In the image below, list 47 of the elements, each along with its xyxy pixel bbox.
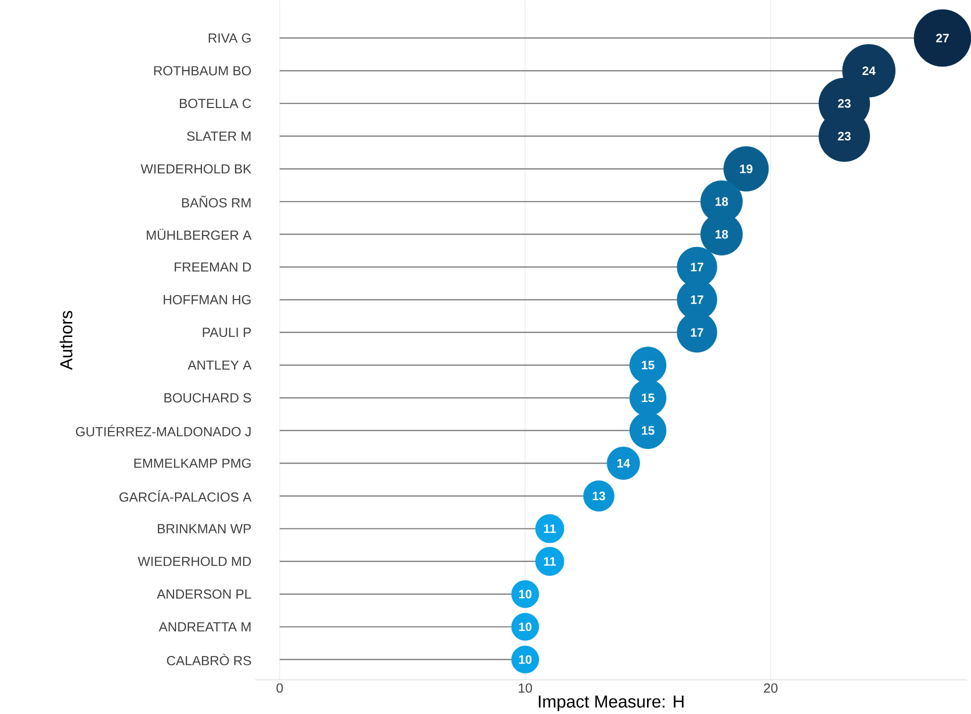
data-label: 15 <box>642 393 654 402</box>
y-tick-label: EMMELKAMP PMG <box>134 458 251 468</box>
y-tick-label: ROTHBAUM BO <box>154 66 251 76</box>
y-tick-label: PAULI P <box>202 328 251 337</box>
data-label: 17 <box>691 295 704 304</box>
y-tick-label: RIVA G <box>208 33 251 42</box>
y-tick-label: CALABRÒ RS <box>167 653 251 666</box>
data-label: 23 <box>838 132 851 140</box>
y-tick-label: SLATER M <box>187 131 250 141</box>
data-label: 17 <box>691 328 704 336</box>
data-label: 17 <box>691 262 704 271</box>
data-label: 10 <box>519 622 532 631</box>
data-label: 19 <box>740 164 752 173</box>
y-tick-label: MÜHLBERGER A <box>146 228 252 240</box>
data-label: 10 <box>519 590 532 598</box>
y-tick-label: ANDERSON PL <box>156 589 252 599</box>
data-label: 10 <box>519 654 532 664</box>
point <box>629 346 666 384</box>
y-tick-label: FREEMAN D <box>174 262 251 272</box>
y-tick-label: BOUCHARD S <box>164 392 251 402</box>
y-tick-label: ANDREATTA M <box>158 622 250 632</box>
data-label: 27 <box>936 34 949 42</box>
y-tick-label: BRINKMAN WP <box>158 524 251 533</box>
y-tick-label: BOTELLA C <box>180 98 252 108</box>
data-label: 18 <box>716 197 728 206</box>
data-label: 15 <box>642 426 654 435</box>
y-tick-label: ANTLEY A <box>188 360 252 370</box>
point <box>629 379 666 416</box>
x-tick-label: 10 <box>518 683 532 692</box>
data-label: 15 <box>642 360 654 370</box>
y-tick-label: WIEDERHOLD BK <box>140 164 252 174</box>
y-tick-label: BAÑOS RM <box>182 195 250 208</box>
x-axis-title: Impact Measure: H <box>538 695 684 711</box>
y-tick-label: GARCÍA-PALACIOS A <box>119 490 252 502</box>
y-tick-label: HOFFMAN HG <box>164 294 251 304</box>
data-label: 14 <box>617 458 630 468</box>
data-label: 18 <box>716 230 728 238</box>
x-tick-label: 20 <box>764 683 778 692</box>
y-tick-label: WIEDERHOLD MD <box>138 556 251 566</box>
data-label: 23 <box>838 98 851 108</box>
x-tick-label: 0 <box>276 683 283 692</box>
y-axis-title: Authors <box>60 310 72 370</box>
data-label: 24 <box>862 66 876 75</box>
data-label: 11 <box>544 524 556 533</box>
data-label: 13 <box>592 491 606 500</box>
data-label: 11 <box>544 556 556 566</box>
y-tick-label: GUTIÉRREZ-MALDONADO J <box>76 424 251 436</box>
